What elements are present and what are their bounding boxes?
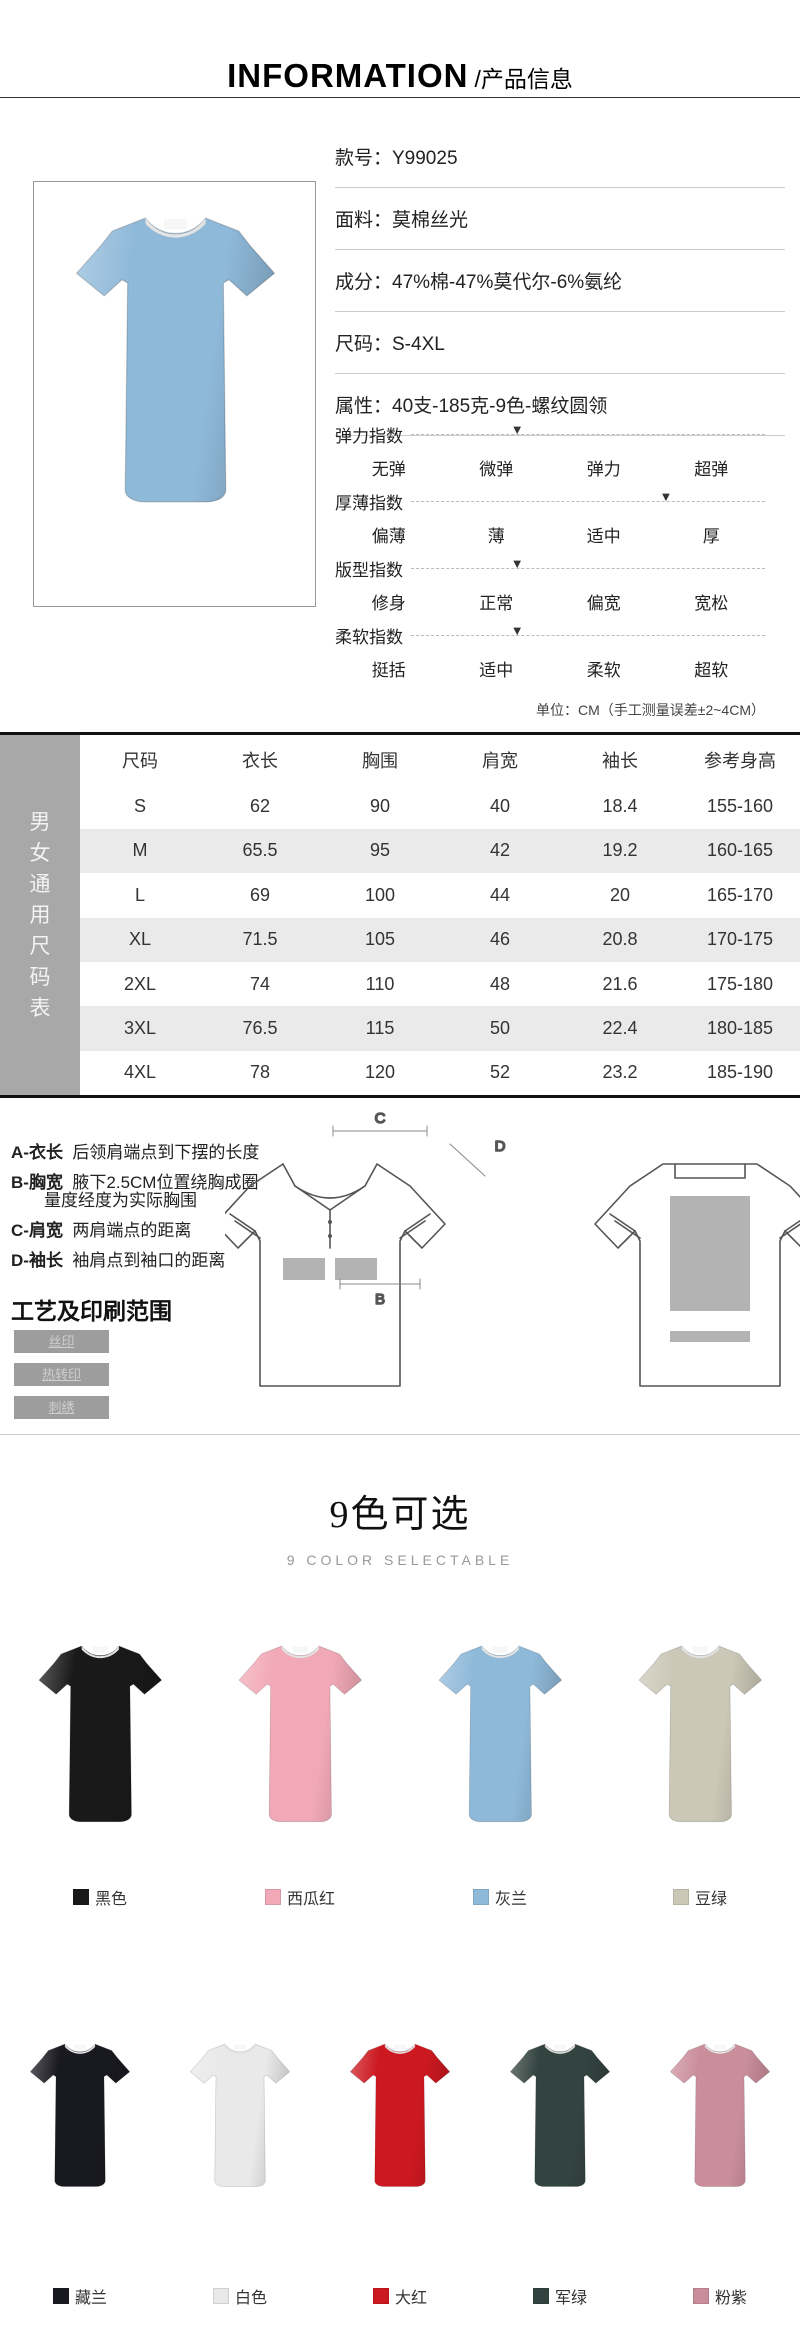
svg-text:B: B [375, 1291, 385, 1308]
svg-text:C: C [375, 1110, 386, 1127]
svg-text:D: D [495, 1138, 506, 1155]
